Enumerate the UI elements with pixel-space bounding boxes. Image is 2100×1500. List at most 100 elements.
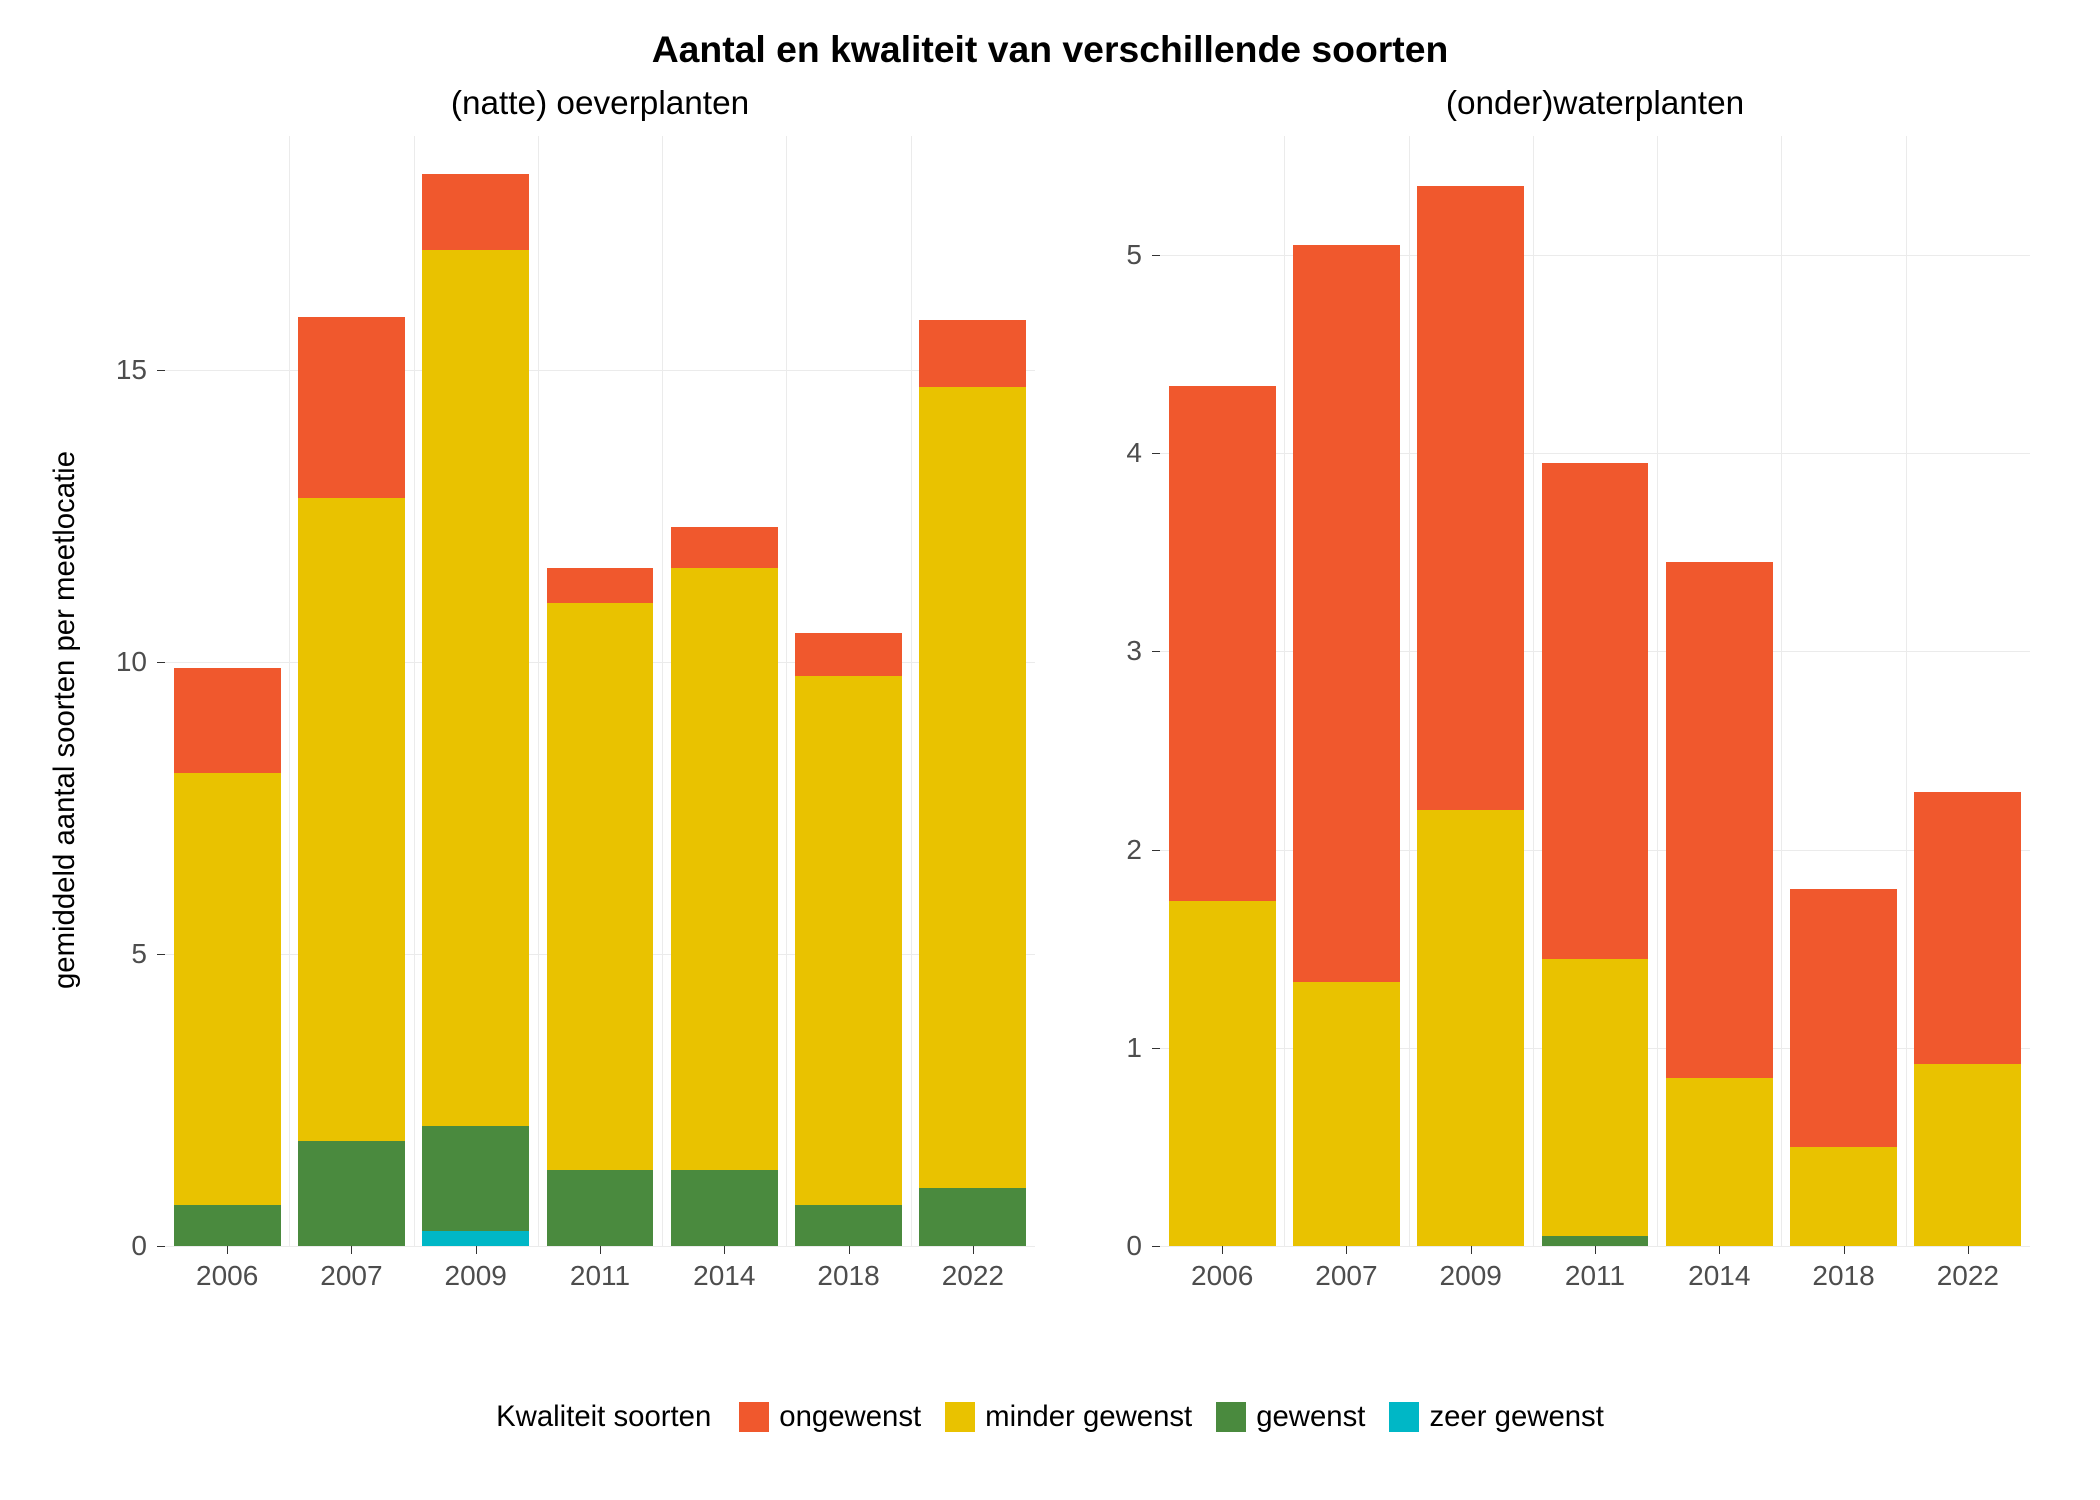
bar-segment-gewenst (298, 1141, 405, 1246)
bar-segment-ongewenst (174, 668, 281, 773)
legend-title: Kwaliteit soorten (496, 1400, 711, 1434)
bar (1417, 136, 1524, 1246)
figure: Aantal en kwaliteit van verschillende so… (0, 0, 2100, 1500)
x-tick-label: 2006 (1191, 1246, 1253, 1292)
y-tick-label: 10 (116, 646, 165, 678)
x-tick-label: 2011 (570, 1246, 630, 1292)
gridline-v (414, 136, 415, 1246)
bar (1293, 136, 1400, 1246)
bar-segment-ongewenst (795, 633, 902, 677)
bar-segment-gewenst (547, 1170, 654, 1246)
bar-segment-ongewenst (298, 317, 405, 498)
bar-segment-ongewenst (1417, 186, 1524, 810)
legend-item-minder_gewenst: minder gewenst (945, 1400, 1192, 1434)
bar (1914, 136, 2021, 1246)
gridline-v (1533, 136, 1534, 1246)
bar-segment-minder_gewenst (795, 676, 902, 1205)
bar-segment-gewenst (795, 1205, 902, 1246)
bar (1169, 136, 1276, 1246)
bar-segment-ongewenst (422, 174, 529, 250)
bar-segment-gewenst (422, 1126, 529, 1231)
x-tick-label: 2007 (320, 1246, 382, 1292)
bar (1666, 136, 1773, 1246)
bar-segment-minder_gewenst (1914, 1064, 2021, 1246)
y-tick-label: 3 (1126, 635, 1160, 667)
bar-segment-zeer_gewenst (422, 1231, 529, 1246)
bar (1542, 136, 1649, 1246)
bar-segment-minder_gewenst (547, 603, 654, 1170)
gridline-v (1657, 136, 1658, 1246)
bar-segment-minder_gewenst (1293, 982, 1400, 1246)
bar (919, 136, 1026, 1246)
bar-segment-ongewenst (1666, 562, 1773, 1077)
bar-segment-gewenst (1542, 1236, 1649, 1246)
x-tick-label: 2006 (196, 1246, 258, 1292)
gridline-v (911, 136, 912, 1246)
legend-label: zeer gewenst (1429, 1400, 1603, 1434)
x-tick-label: 2007 (1315, 1246, 1377, 1292)
bar-segment-gewenst (174, 1205, 281, 1246)
bar (174, 136, 281, 1246)
legend-item-ongewenst: ongewenst (739, 1400, 921, 1434)
bar-segment-gewenst (671, 1170, 778, 1246)
y-tick-label: 2 (1126, 834, 1160, 866)
bar-segment-ongewenst (671, 527, 778, 568)
bar-segment-minder_gewenst (1542, 959, 1649, 1237)
gridline-v (1284, 136, 1285, 1246)
legend-swatch (945, 1402, 975, 1432)
y-tick-label: 0 (1126, 1230, 1160, 1262)
bar-segment-gewenst (919, 1188, 1026, 1246)
bar (1790, 136, 1897, 1246)
gridline-v (786, 136, 787, 1246)
y-tick-label: 1 (1126, 1032, 1160, 1064)
gridline-v (289, 136, 290, 1246)
y-tick-label: 4 (1126, 437, 1160, 469)
legend: Kwaliteit soorten ongewenst minder gewens… (0, 1400, 2100, 1434)
y-axis-label: gemiddeld aantal soorten per meetlocatie (48, 170, 82, 1270)
legend-swatch (1216, 1402, 1246, 1432)
bar-segment-ongewenst (919, 320, 1026, 387)
y-tick-label: 5 (131, 938, 165, 970)
gridline-v (1781, 136, 1782, 1246)
x-tick-label: 2009 (1440, 1246, 1502, 1292)
bar (422, 136, 529, 1246)
bar-segment-ongewenst (547, 568, 654, 603)
gridline-v (1409, 136, 1410, 1246)
x-tick-label: 2022 (942, 1246, 1004, 1292)
bar (671, 136, 778, 1246)
bar-segment-minder_gewenst (298, 498, 405, 1141)
plot-region-left: 0510152006200720092011201420182022 (165, 136, 1035, 1246)
bar (298, 136, 405, 1246)
bar-segment-ongewenst (1293, 245, 1400, 982)
gridline-v (538, 136, 539, 1246)
bar-segment-minder_gewenst (671, 568, 778, 1170)
bar-segment-minder_gewenst (1666, 1078, 1773, 1246)
legend-label: gewenst (1256, 1400, 1365, 1434)
main-title: Aantal en kwaliteit van verschillende so… (0, 28, 2100, 71)
legend-item-gewenst: gewenst (1216, 1400, 1365, 1434)
bar-segment-ongewenst (1914, 792, 2021, 1064)
y-tick-label: 5 (1126, 239, 1160, 271)
bar-segment-minder_gewenst (1790, 1147, 1897, 1246)
bar-segment-ongewenst (1542, 463, 1649, 959)
gridline-v (1906, 136, 1907, 1246)
facet-title-left: (natte) oeverplanten (165, 85, 1035, 123)
legend-label: ongewenst (779, 1400, 921, 1434)
bar-segment-minder_gewenst (422, 250, 529, 1126)
bar (795, 136, 902, 1246)
bar-segment-minder_gewenst (1169, 901, 1276, 1246)
y-tick-label: 0 (131, 1230, 165, 1262)
bar-segment-ongewenst (1790, 889, 1897, 1147)
bar-segment-minder_gewenst (174, 773, 281, 1205)
plot-region-right: 0123452006200720092011201420182022 (1160, 136, 2030, 1246)
bar (547, 136, 654, 1246)
bar-segment-ongewenst (1169, 386, 1276, 901)
x-tick-label: 2011 (1565, 1246, 1625, 1292)
x-tick-label: 2022 (1937, 1246, 1999, 1292)
y-tick-label: 15 (116, 354, 165, 386)
legend-swatch (1389, 1402, 1419, 1432)
x-tick-label: 2018 (1812, 1246, 1874, 1292)
legend-swatch (739, 1402, 769, 1432)
x-tick-label: 2014 (1688, 1246, 1750, 1292)
bar-segment-minder_gewenst (1417, 810, 1524, 1246)
